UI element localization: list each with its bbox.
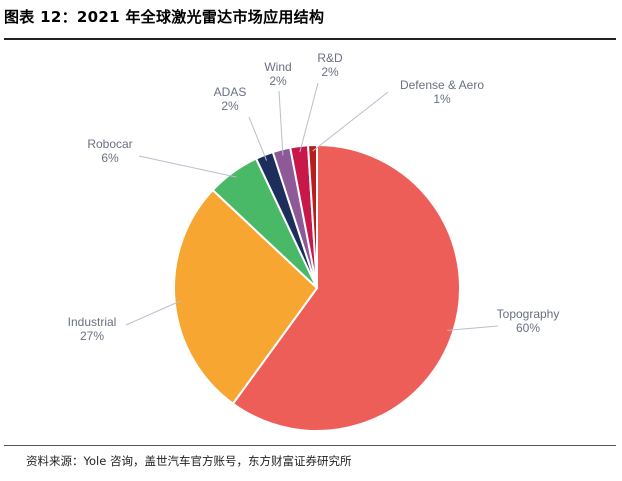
slice-label-wind: Wind (264, 60, 291, 74)
pie-slice-industrial (173, 188, 319, 406)
slice-value-adas: 2% (221, 99, 239, 113)
slice-label-robocar: Robocar (87, 137, 132, 151)
leader-line-r-d (299, 82, 319, 153)
slice-value-defense-aero: 1% (433, 92, 451, 106)
leader-line-adas (248, 116, 268, 161)
source-note: 资料来源：Yole 咨询，盖世汽车官方账号，东方财富证券研究所 (26, 454, 352, 468)
pie-slice-defense-aero (306, 143, 318, 289)
leader-line-industrial (125, 300, 181, 326)
leader-line-topography (447, 325, 499, 331)
slice-label-defense-aero: Defense & Aero (400, 78, 484, 92)
pie-slice-topography (231, 143, 461, 432)
slice-label-adas: ADAS (214, 85, 247, 99)
title-divider (4, 38, 616, 40)
chart-title: 图表 12：2021 年全球激光雷达市场应用结构 (4, 8, 325, 26)
slice-value-industrial: 27% (80, 329, 104, 343)
slice-label-topography: Topography (497, 307, 560, 321)
slice-label-r-d: R&D (317, 51, 343, 65)
slice-value-robocar: 6% (101, 151, 119, 165)
leader-line-robocar (138, 155, 237, 178)
leader-line-wind (278, 90, 284, 156)
slice-value-topography: 60% (516, 321, 540, 335)
slice-value-wind: 2% (269, 74, 287, 88)
slice-value-r-d: 2% (321, 65, 339, 79)
source-divider (4, 445, 616, 446)
slice-label-industrial: Industrial (68, 315, 117, 329)
leader-line-defense-aero (312, 91, 389, 152)
